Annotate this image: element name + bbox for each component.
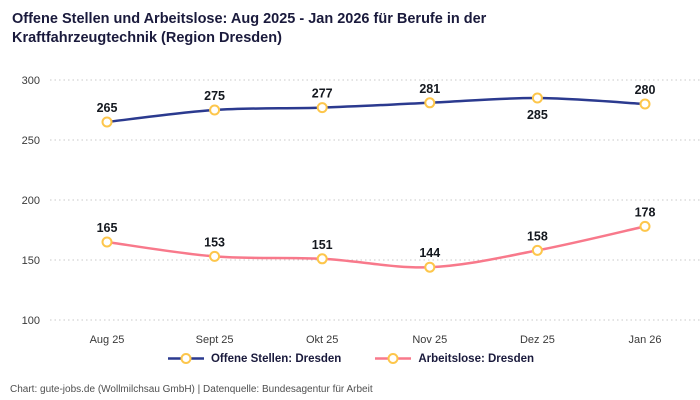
chart-title: Offene Stellen und Arbeitslose: Aug 2025… (12, 11, 487, 47)
data-point-label: 165 (97, 221, 118, 235)
y-axis-tick-label: 200 (22, 195, 40, 207)
x-axis-label: Sept 25 (196, 334, 234, 346)
y-axis-tick-label: 250 (22, 135, 40, 147)
series-line (106, 96, 646, 124)
data-point-marker[interactable] (531, 92, 543, 104)
legend-marker-icon (167, 353, 204, 365)
x-axis-label: Okt 25 (306, 334, 338, 346)
y-axis-tick-label: 100 (22, 315, 40, 327)
data-point-marker[interactable] (316, 102, 328, 114)
legend-marker-icon (375, 353, 412, 365)
data-point-label: 153 (204, 236, 225, 250)
x-axis-label: Aug 25 (90, 334, 125, 346)
data-point-label: 144 (419, 246, 440, 260)
data-point-label: 280 (635, 83, 656, 97)
y-axis-tick-label: 150 (22, 255, 40, 267)
data-point-label: 178 (635, 206, 656, 220)
legend-item[interactable]: Offene Stellen: Dresden (167, 352, 342, 365)
data-point-label: 277 (312, 87, 333, 101)
line-chart-canvas: 100 150 200 250 300 Aug 25 Sept 25 Okt 25 Nov 25… (22, 75, 700, 346)
data-point-marker[interactable] (101, 236, 113, 248)
x-axis-label: Nov 25 (412, 334, 447, 346)
series-line (106, 225, 646, 269)
x-axis-label: Jan 26 (628, 334, 661, 346)
data-point-label: 265 (97, 101, 118, 115)
data-point-marker[interactable] (209, 104, 221, 116)
data-point-marker[interactable] (209, 251, 221, 263)
data-point-label: 158 (527, 230, 548, 244)
x-axis-label: Dez 25 (520, 334, 555, 346)
legend-item[interactable]: Arbeitslose: Dresden (375, 352, 534, 365)
data-point-marker[interactable] (316, 253, 328, 265)
data-point-label: 285 (527, 108, 548, 122)
data-point-marker[interactable] (531, 245, 543, 257)
data-point-label: 275 (204, 89, 225, 103)
data-point-label: 281 (419, 82, 440, 96)
data-point-label: 151 (312, 238, 333, 252)
data-point-marker[interactable] (101, 116, 113, 128)
chart-legend: Offene Stellen: Dresden Arbeitslose: Dres… (10, 352, 692, 365)
legend-label: Offene Stellen: Dresden (210, 352, 342, 365)
data-point-marker[interactable] (639, 98, 651, 110)
legend-label: Arbeitslose: Dresden (418, 352, 535, 365)
data-point-marker[interactable] (424, 97, 436, 109)
y-axis-tick-label: 300 (22, 75, 40, 87)
data-point-marker[interactable] (424, 261, 436, 273)
data-point-marker[interactable] (639, 221, 651, 233)
chart-footer: Chart: gute-jobs.de (Wollmilchsau GmbH) … (10, 384, 373, 395)
